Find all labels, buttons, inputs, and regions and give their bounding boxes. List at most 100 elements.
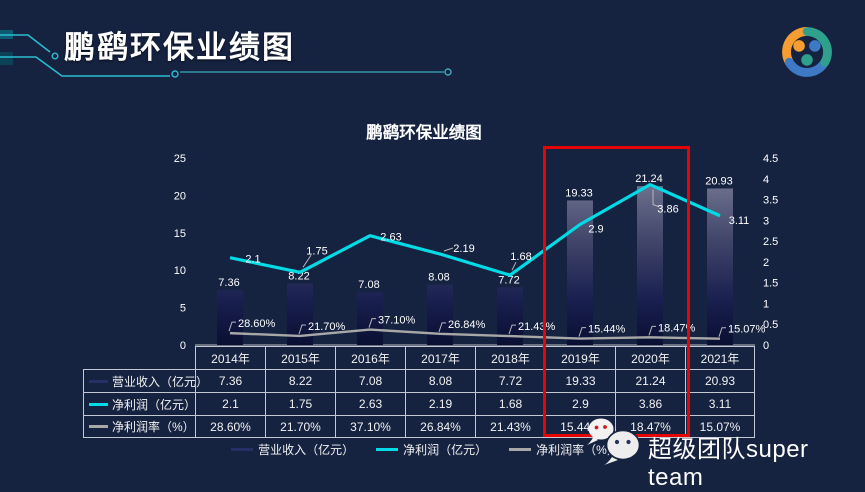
table-cell: 3.86 [615,392,685,415]
chart-legend: 营业收入（亿元） 净利润（亿元） 净利润率（%） [160,441,690,458]
table-cell: 8.22 [265,369,335,392]
right-axis-tick: 0.5 [763,319,778,331]
table-cell: 1.75 [265,392,335,415]
bar-value-label: 20.93 [705,175,733,187]
left-axis-tick: 5 [180,303,186,315]
table-cell: 7.08 [335,369,405,392]
margin-value-label: 21.43% [518,321,556,333]
table-cell: 3.11 [685,392,755,415]
table-year-header: 2018年 [475,346,545,369]
bar-2020年 [637,186,663,345]
series-marker [89,379,108,383]
right-axis-tick: 4 [763,174,769,186]
table-year-header: 2014年 [195,346,265,369]
table-corner-cell [83,346,195,369]
bar-value-label: 8.22 [288,271,309,283]
highlight-box [543,146,690,437]
wechat-icon [587,418,641,465]
profit-value-label: 2.9 [588,223,603,235]
table-cell: 26.84% [405,415,475,438]
label-leader [302,255,312,268]
margin-value-label: 21.70% [308,321,346,333]
label-leader [298,324,306,335]
chart-title: 鹏鹞环保业绩图 [366,122,482,142]
right-axis-tick: 2 [763,257,769,269]
table-year-header: 2021年 [685,346,755,369]
bar-value-label: 19.33 [565,187,593,199]
table-cell: 2.1 [195,392,265,415]
right-axis-tick: 1 [763,298,769,310]
legend-label: 净利润率（%） [536,443,619,457]
table-row-header: 营业收入（亿元） [83,369,208,392]
legend-marker [509,448,532,451]
profit-value-label: 2.19 [453,243,474,255]
table-cell: 7.36 [195,369,265,392]
bar-value-label: 7.72 [498,274,519,286]
profit-value-label: 1.68 [510,251,531,263]
profit-value-label: 3.11 [729,215,750,227]
net-margin-line [229,328,721,340]
left-axis-tick: 0 [180,340,186,352]
table-cell: 21.70% [265,415,335,438]
label-leader [368,318,376,328]
label-leader [438,322,446,333]
margin-value-label: 37.10% [378,315,416,327]
legend-item: 营业收入（亿元） [231,441,354,458]
table-cell: 20.93 [685,369,755,392]
margin-value-label: 15.07% [728,324,766,336]
circuit-decoration [0,30,452,78]
table-cell: 1.68 [475,392,545,415]
team-logo-icon [782,27,832,77]
table-cell: 28.60% [195,415,265,438]
right-axis-tick: 1.5 [763,278,778,290]
circuit-node [51,52,59,60]
right-axis-tick: 3.5 [763,195,778,207]
bar-2014年 [217,289,243,345]
circuit-block [0,52,13,65]
legend-marker [231,448,254,451]
legend-marker [376,448,399,451]
right-axis-tick: 3 [763,215,769,227]
bar-2016年 [357,292,383,345]
series-marker [89,402,108,406]
net-profit-line [229,182,721,277]
brand-text: 超级团队super team [648,436,809,491]
margin-value-label: 18.47% [658,322,696,334]
table-cell: 2.19 [405,392,475,415]
label-leader [508,324,516,335]
bar-value-label: 8.08 [428,272,449,284]
circuit-trace [0,56,170,77]
right-axis-tick: 2.5 [763,236,778,248]
left-axis-tick: 25 [174,153,186,165]
table-year-header: 2015年 [265,346,335,369]
table-cell: 37.10% [335,415,405,438]
series-marker [89,425,108,428]
legend-item: 净利润率（%） [509,441,619,458]
label-leader [578,327,586,337]
profit-value-label: 2.63 [380,232,401,244]
circuit-node [171,70,179,78]
label-leader [648,325,656,336]
table-cell: 7.72 [475,369,545,392]
margin-value-label: 28.60% [238,318,276,330]
legend-item: 净利润（亿元） [376,441,487,458]
margin-value-label: 15.44% [588,324,626,336]
margin-value-label: 26.84% [448,319,486,331]
circuit-trace [0,34,51,53]
legend-label: 净利润（亿元） [403,443,488,457]
table-cell: 21.24 [615,369,685,392]
table-cell: 18.47% [615,415,685,438]
bar-value-label: 21.24 [635,173,663,185]
table-year-header: 2020年 [615,346,685,369]
label-leader [718,327,726,337]
label-leader [652,189,660,208]
table-row-label: 净利润（亿元） [112,397,197,412]
label-leader [228,321,236,332]
label-leader [511,261,517,271]
table-cell: 2.63 [335,392,405,415]
profit-value-label: 2.1 [245,254,260,266]
left-axis-tick: 20 [174,190,186,202]
left-axis-tick: 15 [174,228,186,240]
table-row-header: 净利润（亿元） [83,392,197,415]
